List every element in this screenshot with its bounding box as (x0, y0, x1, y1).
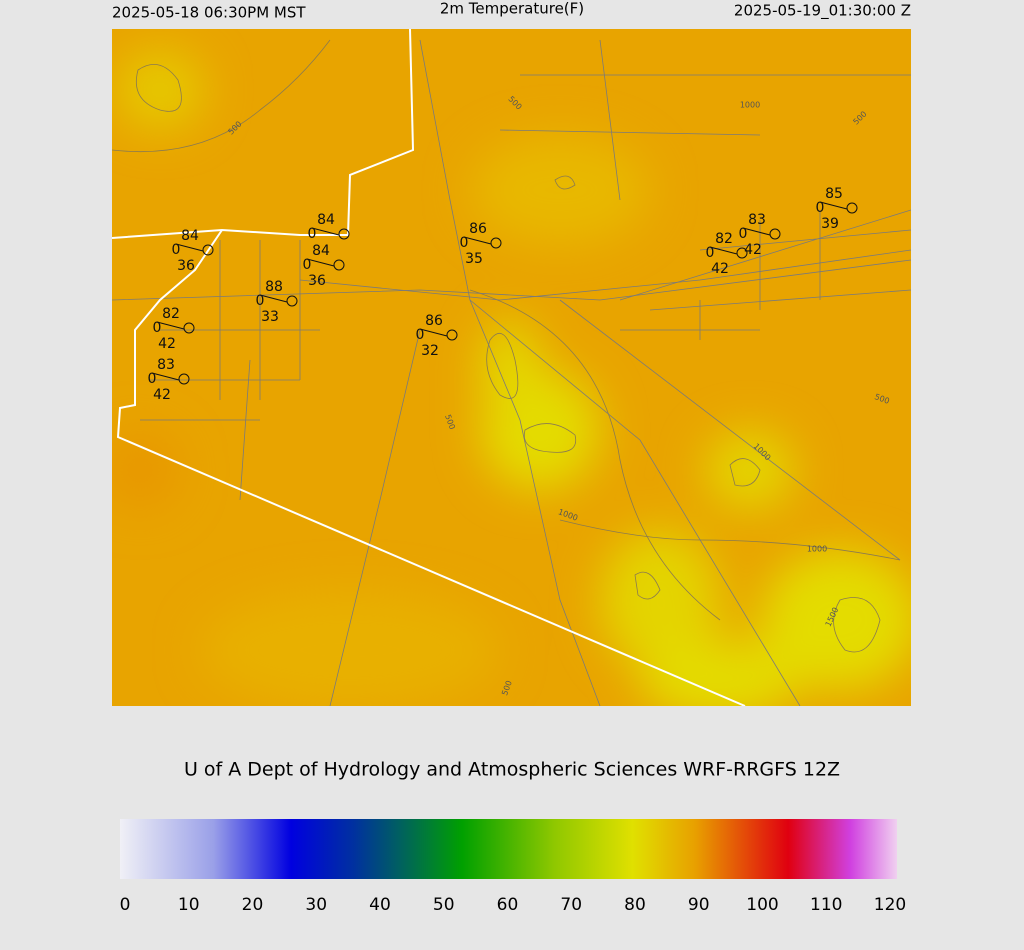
station-circle (183, 322, 195, 334)
colorbar-tick-label: 70 (560, 895, 582, 915)
temperature: 86 (425, 313, 443, 329)
station-circle (769, 228, 781, 240)
station-circle (286, 295, 298, 307)
wind-speed: 0 (256, 293, 265, 309)
dewpoint: 42 (158, 336, 176, 352)
dewpoint: 35 (465, 251, 483, 267)
temperature: 86 (469, 221, 487, 237)
colorbar-ticks: 0 10 20 30 40 50 60 70 80 90 100 110 120 (120, 895, 907, 915)
temperature: 82 (715, 231, 733, 247)
wind-barb (819, 201, 848, 210)
dewpoint: 42 (711, 261, 729, 277)
contour-label: 1000 (740, 101, 760, 110)
dewpoint: 33 (261, 309, 279, 325)
wind-barb (306, 258, 335, 267)
colorbar-tick-label: 50 (433, 895, 455, 915)
colorbar-tick-label: 60 (497, 895, 519, 915)
dewpoint: 32 (421, 343, 439, 359)
wind-speed: 0 (460, 235, 469, 251)
station-circle (338, 228, 350, 240)
wind-barb (742, 227, 771, 236)
valid-local: 2025-05-18 06:30PM MST (112, 4, 306, 22)
wind-speed: 0 (816, 200, 825, 216)
colorbar-tick-label: 110 (810, 895, 842, 915)
wind-speed: 0 (739, 226, 748, 242)
colorbar-tick-label: 80 (624, 895, 646, 915)
dewpoint: 42 (744, 242, 762, 258)
temperature: 83 (748, 212, 766, 228)
dewpoint: 42 (153, 387, 171, 403)
dewpoint: 36 (177, 258, 195, 274)
wind-speed: 0 (303, 257, 312, 273)
station-circle (446, 329, 458, 341)
valid-utc: 2025-05-19_01:30:00 Z (734, 2, 911, 21)
station-circle (178, 373, 190, 385)
credit: U of A Dept of Hydrology and Atmospheric… (184, 759, 840, 781)
wind-barb (175, 243, 204, 252)
wind-barb (463, 236, 492, 245)
wind-barb (259, 294, 288, 303)
temperature: 84 (312, 243, 330, 259)
colorbar-tick-label: 100 (746, 895, 778, 915)
station-circle (846, 202, 858, 214)
wind-speed: 0 (308, 226, 317, 242)
colorbar-tick-label: 0 (120, 895, 131, 915)
station-circle (333, 259, 345, 271)
title: 2m Temperature(F) (440, 0, 584, 18)
wind-barb (156, 321, 185, 330)
colorbar-tick-label: 120 (874, 895, 906, 915)
colorbar-tick-label: 90 (688, 895, 710, 915)
colorbar-tick-label: 40 (369, 895, 391, 915)
wind-barb (419, 328, 448, 337)
colorbar-tick-label: 10 (178, 895, 200, 915)
colorbar-tick-label: 30 (305, 895, 327, 915)
wind-barb (151, 372, 180, 381)
wind-speed: 0 (416, 327, 425, 343)
wind-barb (311, 227, 340, 236)
colorbar (120, 819, 897, 879)
station-plots: 8403684084036880338603586032820428304282… (148, 186, 858, 403)
contour-label: 1000 (807, 545, 827, 554)
wind-barb (709, 246, 738, 255)
colorbar-tick-label: 20 (242, 895, 264, 915)
station-circle (490, 237, 502, 249)
temperature: 82 (162, 306, 180, 322)
wind-speed: 0 (172, 242, 181, 258)
map (112, 29, 911, 706)
station-circle (202, 244, 214, 256)
station-circle (736, 247, 748, 259)
temperature: 84 (181, 228, 199, 244)
temperature: 83 (157, 357, 175, 373)
wind-speed: 0 (706, 245, 715, 261)
temperature: 85 (825, 186, 843, 202)
dewpoint: 39 (821, 216, 839, 232)
wind-speed: 0 (148, 371, 157, 387)
temperature: 88 (265, 279, 283, 295)
temperature: 84 (317, 212, 335, 228)
dewpoint: 36 (308, 273, 326, 289)
wind-speed: 0 (153, 320, 162, 336)
